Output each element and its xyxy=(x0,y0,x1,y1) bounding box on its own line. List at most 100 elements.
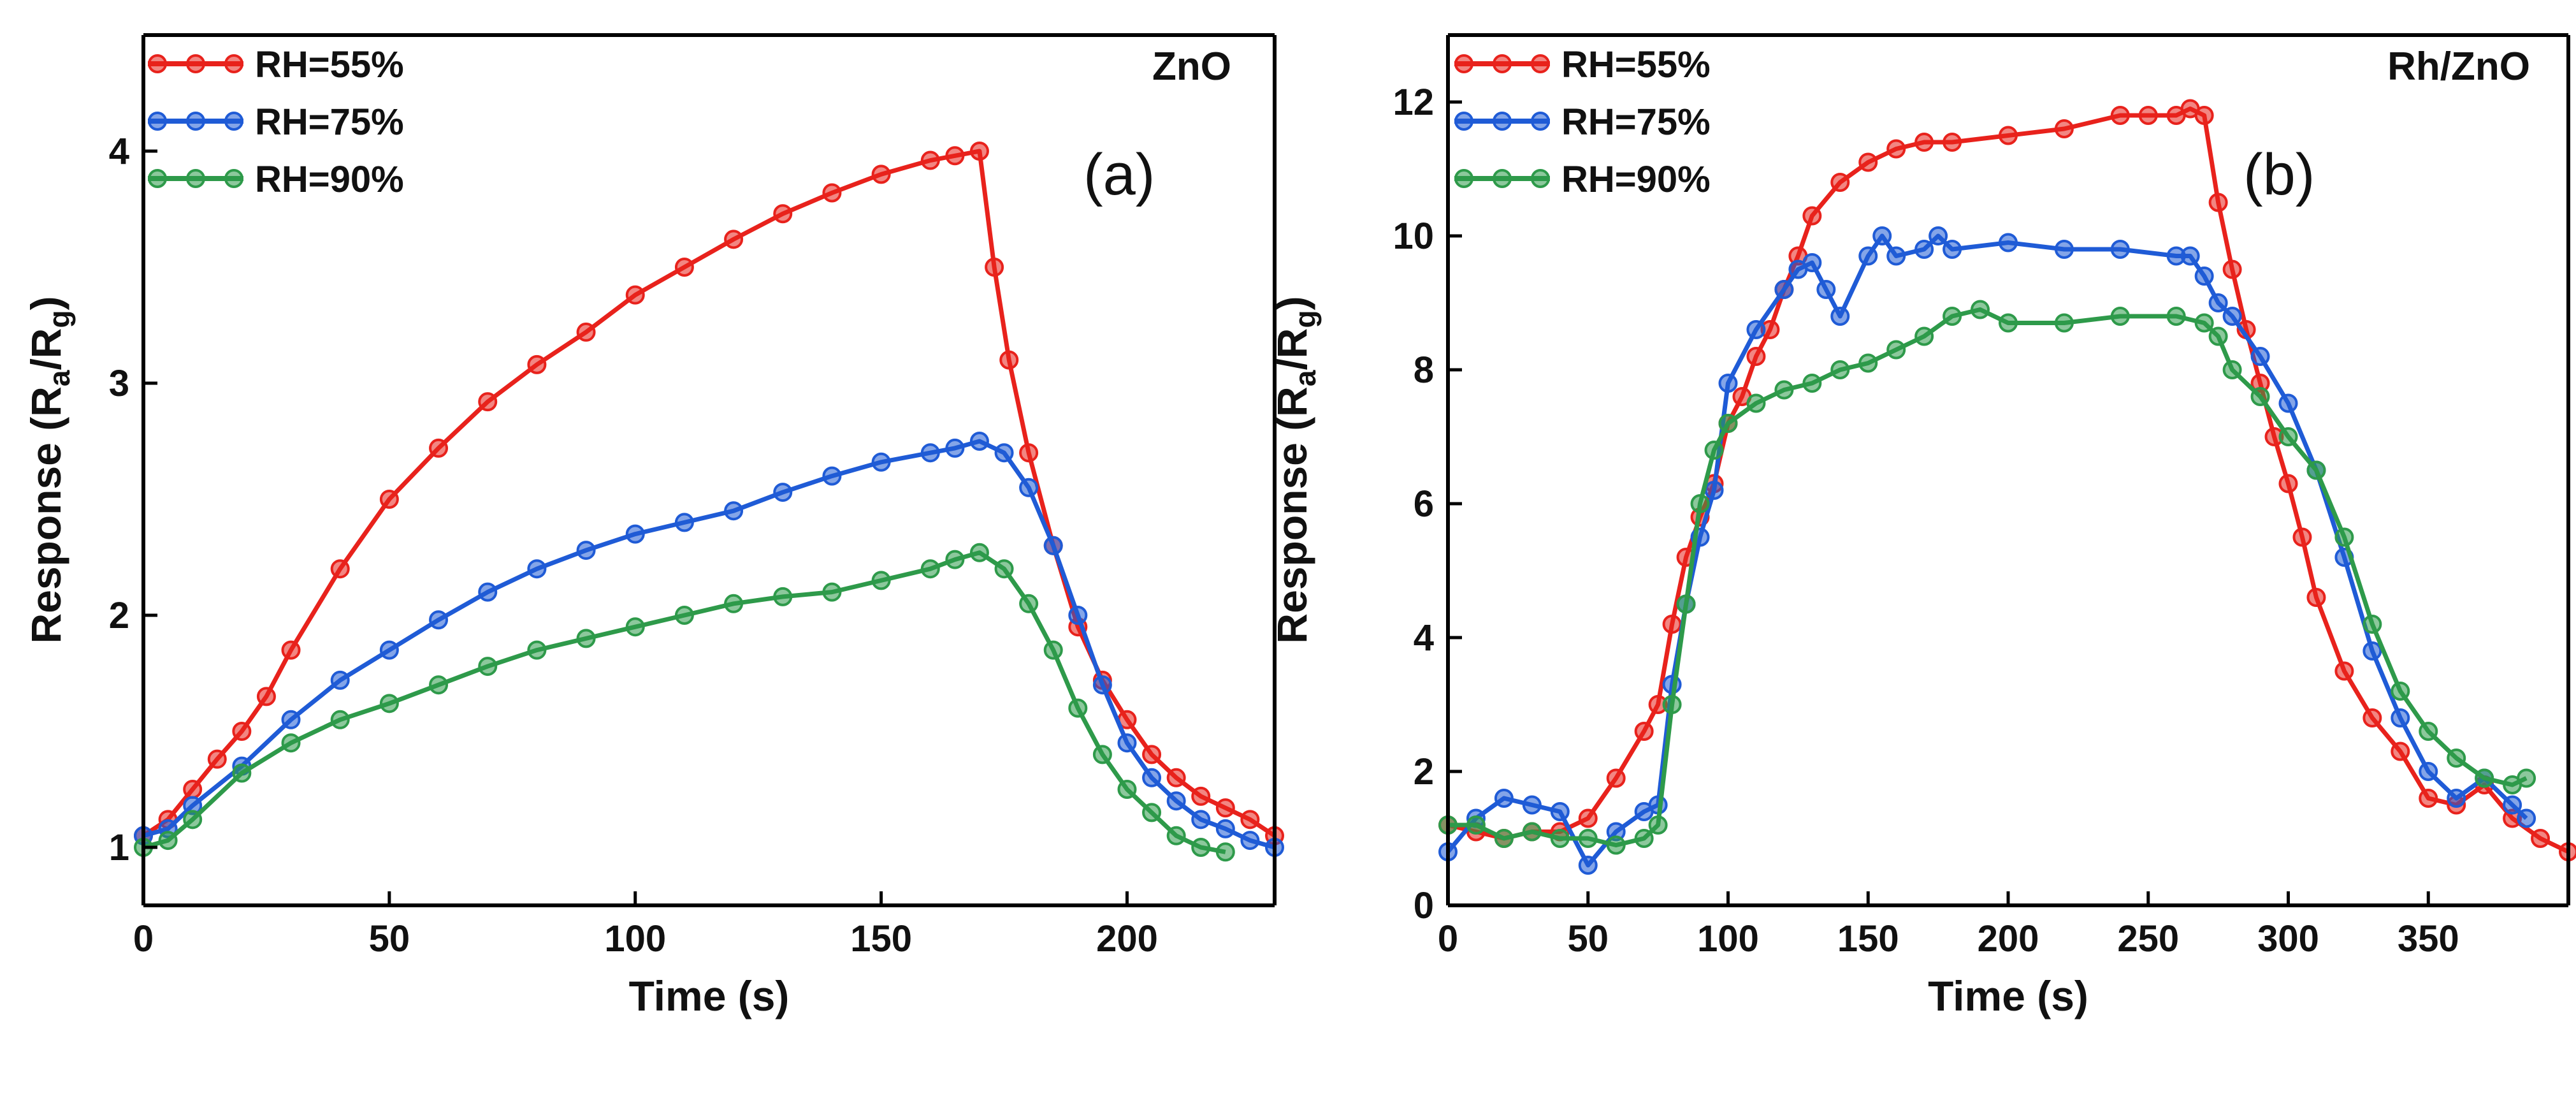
panel-a-rh90-point-15 xyxy=(822,582,842,602)
panel-a-rh90-point-29 xyxy=(1215,842,1235,862)
panel-b-rh55-point-20 xyxy=(1830,173,1850,192)
panel-b-rh75-point-41 xyxy=(2447,789,2466,808)
panel-b-rh75-point-17 xyxy=(1802,253,1822,272)
panel-a-rh90-point-17 xyxy=(920,559,940,579)
panel-b-rh55-point-42 xyxy=(2391,742,2410,761)
panel-a-rh90-point-2 xyxy=(183,810,203,829)
panel-b-rh90-point-25 xyxy=(2110,307,2130,326)
panel-a-rh90-point-25 xyxy=(1117,780,1137,799)
panel-a-rh55-point-13 xyxy=(625,285,645,305)
panel-b-rh90-point-30 xyxy=(2250,387,2270,406)
panel-a-rh55-point-29 xyxy=(1142,745,1162,764)
panel-a-rh75-point-28 xyxy=(1191,810,1211,829)
panel-b-legend-marker-rh75-1 xyxy=(1493,112,1512,131)
panel-a-rh90-point-18 xyxy=(945,550,965,569)
panel-a-rh55-point-23 xyxy=(999,350,1019,370)
panel-b-legend-marker-rh55-1 xyxy=(1493,54,1512,73)
panel-b-legend-label-rh75: RH=75% xyxy=(1561,101,1711,143)
panel-a-y-tick-label-1: 1 xyxy=(109,827,129,868)
panel-a-rh75-point-8 xyxy=(478,582,498,602)
panel-a-legend-marker-rh75-0 xyxy=(148,112,167,131)
panel-b-rh75-point-4 xyxy=(1550,802,1570,821)
panel-b-rh55-point-7 xyxy=(1634,722,1654,741)
panel-b-rh90-point-38 xyxy=(2475,768,2494,788)
panel-a-rh90-point-8 xyxy=(478,657,498,676)
panel-b-rh90-point-12 xyxy=(1704,441,1724,460)
panel-a-rh55-point-17 xyxy=(822,183,842,203)
panel-a-rh90-point-7 xyxy=(429,675,449,695)
panel-b-rh55-point-37 xyxy=(2278,474,2298,493)
panel-a-rh55-point-7 xyxy=(330,559,350,579)
panel-b-x-tick-label-150: 150 xyxy=(1837,918,1899,960)
panel-a-rh55-point-15 xyxy=(724,230,744,249)
panel-b-rh90-point-21 xyxy=(1943,307,1962,326)
panel-a-rh55-point-22 xyxy=(985,258,1004,277)
panel-b-rh75-point-39 xyxy=(2391,708,2410,727)
panel-b-x-tick-label-250: 250 xyxy=(2117,918,2179,960)
panel-b-rh90-point-3 xyxy=(1522,822,1542,842)
panel-b-rh55-point-40 xyxy=(2334,661,2354,681)
panel-a-x-tick-label-50: 50 xyxy=(369,918,410,960)
panel-a-legend-marker-rh55-1 xyxy=(186,54,205,73)
panel-b-y-tick-label-2: 2 xyxy=(1414,751,1434,793)
panel-a-legend-marker-rh90-1 xyxy=(186,169,205,188)
panel-b-y-axis-title: Response (Ra/Rg) xyxy=(1268,296,1322,643)
panel-a-rh55-point-11 xyxy=(527,354,547,374)
panel-b-rh75-point-14 xyxy=(1746,320,1766,339)
panel-a-rh55-point-2 xyxy=(183,780,203,799)
panel-a-rh90-point-12 xyxy=(674,606,694,625)
panel-b-y-tick-label-12: 12 xyxy=(1393,82,1434,123)
panel-a-legend-marker-rh55-0 xyxy=(148,54,167,73)
panel-b-y-tick-label-10: 10 xyxy=(1393,216,1434,257)
panel-a-rh90-point-20 xyxy=(994,559,1014,579)
panel-a-rh55-point-14 xyxy=(674,258,694,277)
panel-a-rh55-point-31 xyxy=(1191,786,1211,806)
panel-a-x-tick-label-100: 100 xyxy=(604,918,666,960)
panel-b-rh90-point-20 xyxy=(1914,326,1934,346)
panel-b-rh75-point-15 xyxy=(1774,280,1794,299)
panel-b-rh90-point-26 xyxy=(2166,307,2186,326)
panel-a-y-tick-label-4: 4 xyxy=(109,131,129,172)
panel-b-x-tick-label-0: 0 xyxy=(1438,918,1458,960)
panel-a-rh75-point-4 xyxy=(281,710,301,729)
panel-b-rh75-point-20 xyxy=(1858,246,1878,266)
panel-b-rh55-point-23 xyxy=(1914,133,1934,152)
panel-b-rh75-point-32 xyxy=(2208,293,2228,312)
panel-b-rh55-point-21 xyxy=(1858,152,1878,172)
panel-b-rh75-point-44 xyxy=(2517,808,2536,828)
panel-b-rh75-point-12 xyxy=(1704,481,1724,500)
panel-a-rh75-point-15 xyxy=(822,466,842,486)
panel-b-rh90-point-8 xyxy=(1648,815,1668,835)
panel-b-plot-area: 0 50 100 150 200 250 300 350 0 2 4 6 8 10 12 RH=55% RH=7… xyxy=(1393,33,2576,960)
panel-b-rh55-point-19 xyxy=(1802,206,1822,226)
panel-a-y-tick-label-2: 2 xyxy=(109,595,129,636)
panel-b-rh55-point-41 xyxy=(2363,708,2382,727)
panel-b-y-tick-label-4: 4 xyxy=(1414,617,1434,659)
panel-b-rh55-point-43 xyxy=(2419,789,2438,808)
panel-b-rh55-point-9 xyxy=(1662,615,1682,634)
panel-a-rh75-point-23 xyxy=(1068,606,1088,625)
panel-b-rh75-point-22 xyxy=(1886,246,1906,266)
panel-a-rh90-point-14 xyxy=(773,587,793,606)
panel-a-series-rh90-line xyxy=(143,550,1226,854)
panel-b-rh55-point-32 xyxy=(2208,193,2228,212)
panel-b-rh90-point-13 xyxy=(1718,414,1738,433)
panel-b-rh90-point-14 xyxy=(1746,393,1766,413)
panel-a-rh55-point-16 xyxy=(773,204,793,224)
panel-b-rh90-point-22 xyxy=(1971,300,1990,319)
panel-b-legend-label-rh90: RH=90% xyxy=(1561,159,1711,200)
panel-a-x-tick-label-200: 200 xyxy=(1096,918,1158,960)
panel-b-x-tick-label-50: 50 xyxy=(1567,918,1609,960)
panel-b-rh75-point-19 xyxy=(1830,307,1850,326)
panel-a-rh90-point-26 xyxy=(1142,803,1162,822)
panel-a-rh75-point-6 xyxy=(379,640,399,660)
panel-a-rh75-point-20 xyxy=(994,443,1014,463)
panel-a-rh55-point-9 xyxy=(429,438,449,458)
panel-b-rh90-point-36 xyxy=(2419,722,2438,741)
panel-b-rh90-point-18 xyxy=(1858,353,1878,373)
panel-b-x-axis-title: Time (s) xyxy=(1928,972,2088,1019)
panel-b-y-tick-label-6: 6 xyxy=(1414,483,1434,525)
panel-a-rh55-point-21 xyxy=(969,142,989,161)
panel-b-y-tick-label-8: 8 xyxy=(1414,349,1434,391)
